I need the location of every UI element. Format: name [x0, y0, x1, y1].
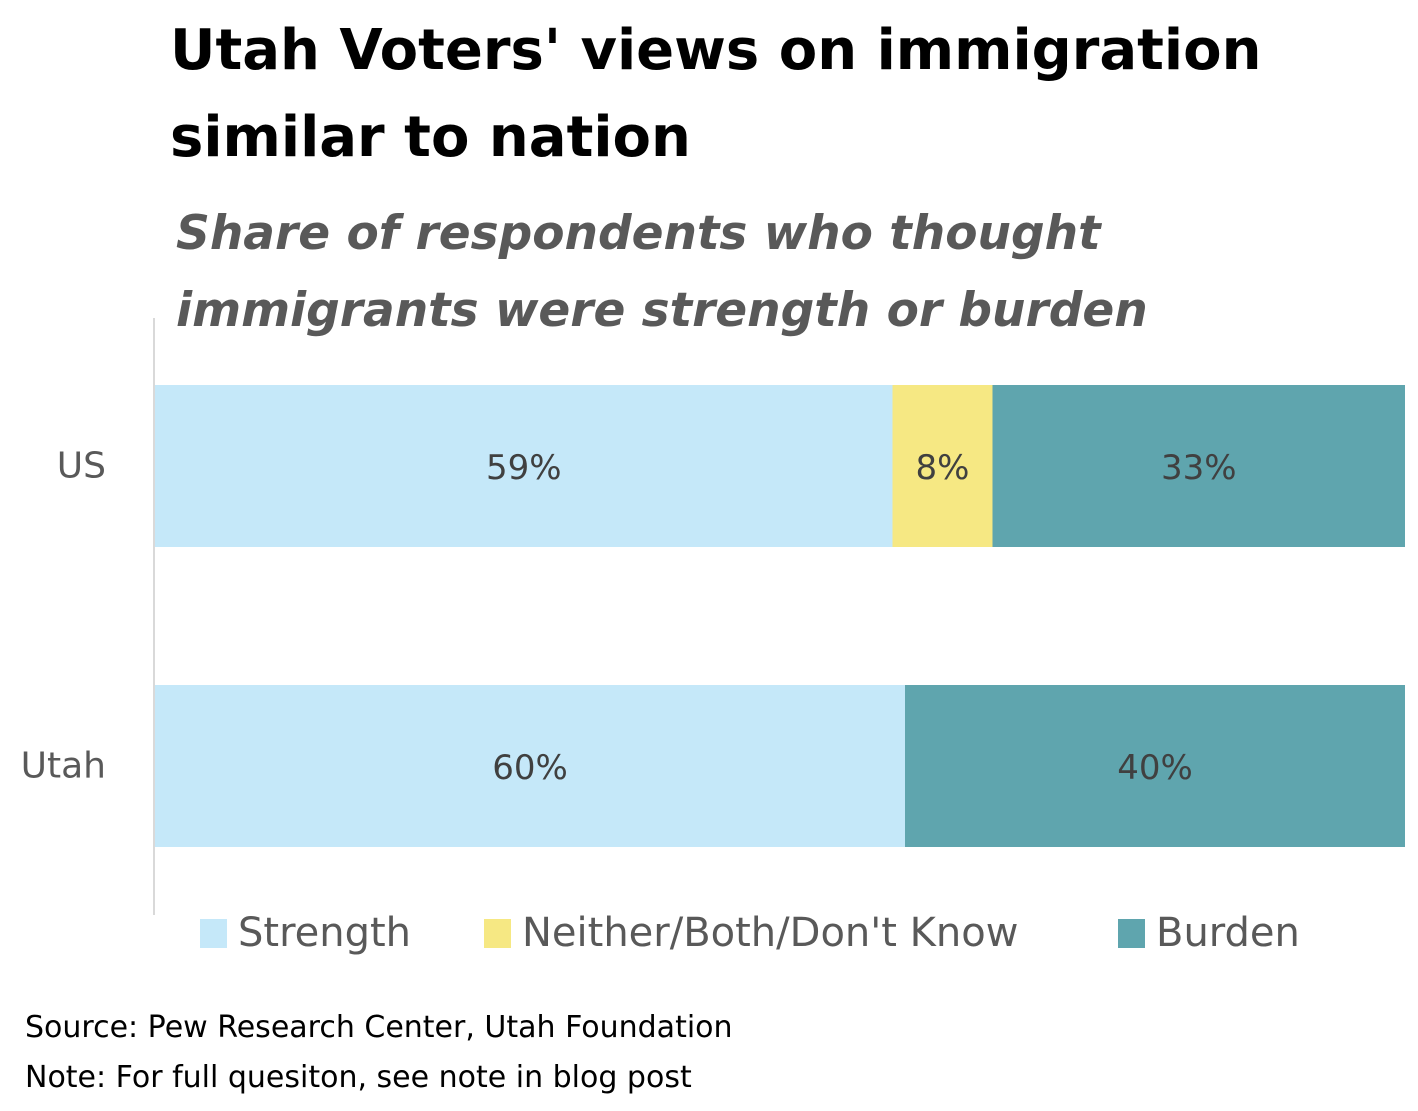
category-labels: US Utah	[21, 446, 106, 787]
legend-swatch-neither-both-don-t-know	[484, 919, 511, 948]
source-note: Source: Pew Research Center, Utah Founda…	[25, 1010, 733, 1045]
legend-label-strength: Strength	[238, 910, 411, 956]
category-label-us: US	[57, 446, 106, 487]
legend: Strength Neither/Both/Don't Know Burden	[200, 910, 1300, 956]
chart-title: Utah Voters' views on immigration simila…	[170, 18, 1262, 170]
bar-utah-burden	[905, 685, 1405, 847]
category-label-utah: Utah	[21, 746, 106, 787]
legend-label-neither-both-don-t-know: Neither/Both/Don't Know	[522, 910, 1018, 956]
bar-us-neither-both-don-t-know	[892, 385, 993, 547]
bars-group: 59% 8% 33% 60% 40%	[155, 385, 1405, 847]
bar-us-strength	[155, 385, 893, 547]
bar-us-burden	[992, 385, 1405, 547]
chart-subtitle: Share of respondents who thought immigra…	[176, 206, 1148, 338]
data-label-utah-burden: 40%	[1117, 748, 1193, 788]
data-label-utah-strength: 60%	[492, 748, 568, 788]
legend-swatch-strength	[200, 919, 227, 948]
data-label-us-burden: 33%	[1161, 448, 1237, 488]
stacked-bar-chart: 59% 8% 33% 60% 40% US Utah Strength Neither/Bo…	[21, 318, 1405, 956]
data-label-us-strength: 59%	[486, 448, 562, 488]
bar-utah-strength	[155, 685, 905, 847]
legend-swatch-burden	[1118, 919, 1145, 948]
footnote: Note: For full quesiton, see note in blo…	[25, 1060, 692, 1095]
legend-label-burden: Burden	[1156, 910, 1300, 956]
data-label-us-neither-both-don-t-know: 8%	[916, 448, 970, 488]
